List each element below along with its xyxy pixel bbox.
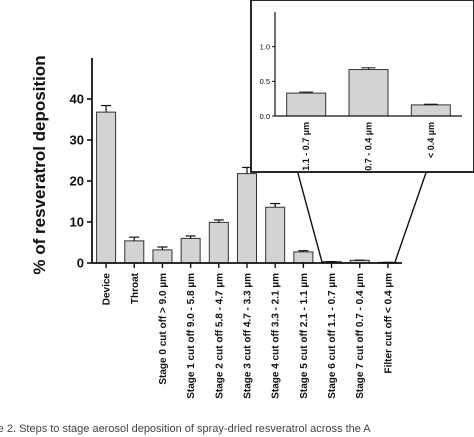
inset-bars [286,69,451,117]
x-category-label: Stage 5 cut off 2.1 - 1.1 µm [299,273,310,399]
inset-category-label: 0.7 - 0.4 µm [364,122,374,171]
bar [180,237,201,264]
main-bars [96,111,398,264]
y-tick-label: 30 [70,133,84,148]
bar [96,111,117,264]
y-tick-label: 10 [70,215,84,230]
bar [237,173,257,264]
main-bar-chart: % of resveratrol deposition 0 10 20 30 40 De… [30,55,402,399]
x-category-label: Stage 4 cut off 3.3 - 2.1 µm [271,273,282,399]
y-tick-label: 20 [70,174,84,189]
x-category-label: Throat [130,272,141,304]
x-category-label: Stage 0 cut off > 9.0 µm [158,273,169,385]
x-axis-category-labels: Device Throat Stage 0 cut off > 9.0 µm Stag… [102,272,395,398]
inset-y-tick-label: 1.0 [260,42,270,51]
x-category-label: Stage 3 cut off 4.7 - 3.3 µm [243,273,254,399]
inset-category-labels: 1.1 - 0.7 µm 0.7 - 0.4 µm < 0.4 µm [301,122,436,171]
inset-bar [286,92,327,117]
bar [293,251,314,264]
bar [208,221,229,264]
bar [265,206,286,264]
bar [124,240,145,264]
y-tick-label: 40 [70,92,84,107]
inset-y-tick-label: 0.5 [260,77,270,86]
x-axis-ticks [105,263,389,268]
figure-caption: re 2. Steps to stage aerosol deposition … [0,423,371,435]
inset-error-bars [299,67,438,105]
inset-y-tick-label: 0.0 [260,112,270,121]
inset-bar [410,104,451,117]
y-axis-ticks: 0 10 20 30 40 [70,92,92,271]
inset-bar-chart: 0.0 0.5 1.0 1.1 - 0.7 µm 0.7 - 0.4 µm < 0.4 … [250,0,474,173]
x-category-label: Stage 6 cut off 1.1 - 0.7 µm [327,273,338,399]
y-axis-label: % of resveratrol deposition [30,55,49,274]
x-category-label: Device [102,273,113,306]
bar [152,249,173,264]
x-category-label: Stage 7 cut off 0.7 - 0.4 µm [355,273,366,399]
inset-category-label: 1.1 - 0.7 µm [301,122,311,171]
x-category-label: Filter cut off < 0.4 µm [383,273,394,374]
x-category-label: Stage 1 cut off 9.0 - 5.8 µm [186,273,197,399]
inset-bar [348,69,389,117]
y-tick-label: 0 [77,256,84,271]
x-category-label: Stage 2 cut off 5.8 - 4.7 µm [214,273,225,399]
inset-category-label: < 0.4 µm [426,122,436,158]
